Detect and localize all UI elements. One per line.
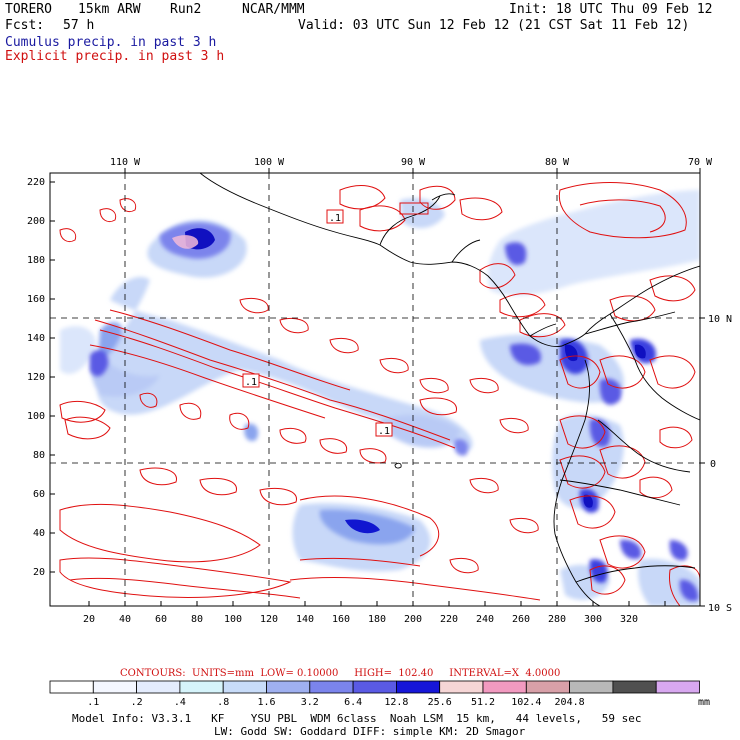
cumulus-shading-light	[60, 190, 700, 606]
y-tick-label: 220	[27, 177, 45, 188]
lon-label-90w: 90 W	[401, 157, 426, 168]
colorbar-label: 1.6	[257, 697, 275, 708]
colorbar-label: 6.4	[344, 697, 362, 708]
lon-label-110w: 110 W	[110, 157, 141, 168]
y-tick-label: 40	[33, 528, 45, 539]
x-tick-label: 280	[548, 614, 566, 625]
x-tick-label: 220	[440, 614, 458, 625]
model-run: Run2	[170, 2, 202, 17]
contours-info: CONTOURS: UNITS=mm LOW= 0.10000 HIGH= 10…	[120, 668, 560, 679]
y-tick-label: 200	[27, 216, 45, 227]
colorbar-swatch	[222, 680, 267, 694]
colorbar-swatch	[352, 680, 397, 694]
colorbar-swatch	[92, 680, 138, 694]
x-tick-label: 100	[224, 614, 242, 625]
physics-info-line: LW: Godd SW: Goddard DIFF: simple KM: 2D…	[214, 725, 526, 738]
colorbar-swatch	[525, 680, 570, 694]
lon-label-100w: 100 W	[254, 157, 285, 168]
cumulus-precip-title: Cumulus precip. in past 3 h	[5, 35, 217, 50]
model-name: TORERO	[5, 2, 52, 17]
model-resolution: 15km ARW	[78, 2, 141, 17]
x-tick-label: 80	[191, 614, 203, 625]
colorbar-swatch	[266, 680, 311, 694]
x-tick-label: 180	[368, 614, 386, 625]
y-tick-label: 100	[27, 411, 45, 422]
init-time: Init: 18 UTC Thu 09 Feb 12	[509, 2, 713, 17]
x-tick-label: 200	[404, 614, 422, 625]
colorbar-swatch	[179, 680, 224, 694]
colorbar-swatch	[439, 680, 484, 694]
x-tick-label: 300	[584, 614, 602, 625]
coastlines	[199, 173, 700, 606]
colorbar-swatch	[309, 680, 354, 694]
graticule	[50, 173, 700, 606]
low-marker	[326, 209, 344, 224]
lon-label-70w: 70 W	[688, 157, 713, 168]
colorbar-swatch	[395, 680, 441, 694]
low-marker	[399, 202, 429, 215]
y-tick-label: 140	[27, 333, 45, 344]
explicit-precip-contours	[59, 182, 700, 606]
precip-layers	[50, 173, 700, 606]
low-value-label: .1	[329, 213, 341, 224]
model-info-line: Model Info: V3.3.1 KF YSU PBL WDM 6class…	[72, 712, 642, 725]
y-tick-label: 180	[27, 255, 45, 266]
x-tick-label: 40	[119, 614, 131, 625]
y-tick-label: 80	[33, 450, 45, 461]
x-tick-label: 60	[155, 614, 167, 625]
x-tick-label: 260	[512, 614, 530, 625]
colorbar-label: 51.2	[471, 697, 495, 708]
colorbar-label: .1	[87, 697, 99, 708]
colorbar-swatch	[49, 680, 94, 694]
colorbar-label: .8	[217, 697, 229, 708]
axis-ticks	[50, 168, 705, 607]
colorbar-label: .2	[131, 697, 143, 708]
x-tick-label: 140	[296, 614, 314, 625]
colorbar-label: 204.8	[555, 697, 585, 708]
y-tick-label: 120	[27, 372, 45, 383]
colorbar-label: 25.6	[428, 697, 452, 708]
map-frame	[49, 172, 701, 607]
x-tick-label: 320	[620, 614, 638, 625]
lat-label-10s: 10 S	[708, 603, 732, 614]
low-marker	[242, 373, 260, 388]
colorbar-swatch	[136, 680, 181, 694]
colorbar-swatch	[482, 680, 527, 694]
y-tick-label: 60	[33, 489, 45, 500]
colorbar-label: 3.2	[301, 697, 319, 708]
forecast-hours: 57 h	[63, 18, 95, 33]
explicit-precip-title: Explicit precip. in past 3 h	[5, 49, 225, 64]
colorbar-swatch	[655, 680, 700, 694]
colorbar-unit: mm	[698, 697, 710, 708]
model-org: NCAR/MMM	[242, 2, 305, 17]
colorbar: .1 .2 .4 .8 1.6 3.2 6.4 12.8 25.6 51.2 102.4 204.8	[49, 680, 700, 708]
cumulus-shading-core	[172, 228, 646, 534]
y-tick-label: 160	[27, 294, 45, 305]
colorbar-swatch	[569, 680, 614, 694]
lat-label-10n: 10 N	[708, 314, 732, 325]
colorbar-label: 12.8	[384, 697, 408, 708]
low-marker	[375, 422, 393, 437]
colorbar-swatch	[612, 680, 657, 694]
lon-label-80w: 80 W	[545, 157, 570, 168]
valid-time: Valid: 03 UTC Sun 12 Feb 12 (21 CST Sat …	[298, 18, 690, 33]
low-value-label: .1	[378, 426, 390, 437]
low-value-label: .1	[245, 377, 257, 388]
x-tick-label: 160	[332, 614, 350, 625]
x-tick-label: 240	[476, 614, 494, 625]
x-tick-label: 20	[83, 614, 95, 625]
y-tick-label: 20	[33, 567, 45, 578]
forecast-label: Fcst:	[5, 18, 45, 33]
low-markers	[242, 202, 429, 437]
colorbar-label: .4	[174, 697, 186, 708]
lat-label-0: 0	[710, 459, 716, 470]
x-tick-label: 120	[260, 614, 278, 625]
colorbar-label: 102.4	[511, 697, 541, 708]
